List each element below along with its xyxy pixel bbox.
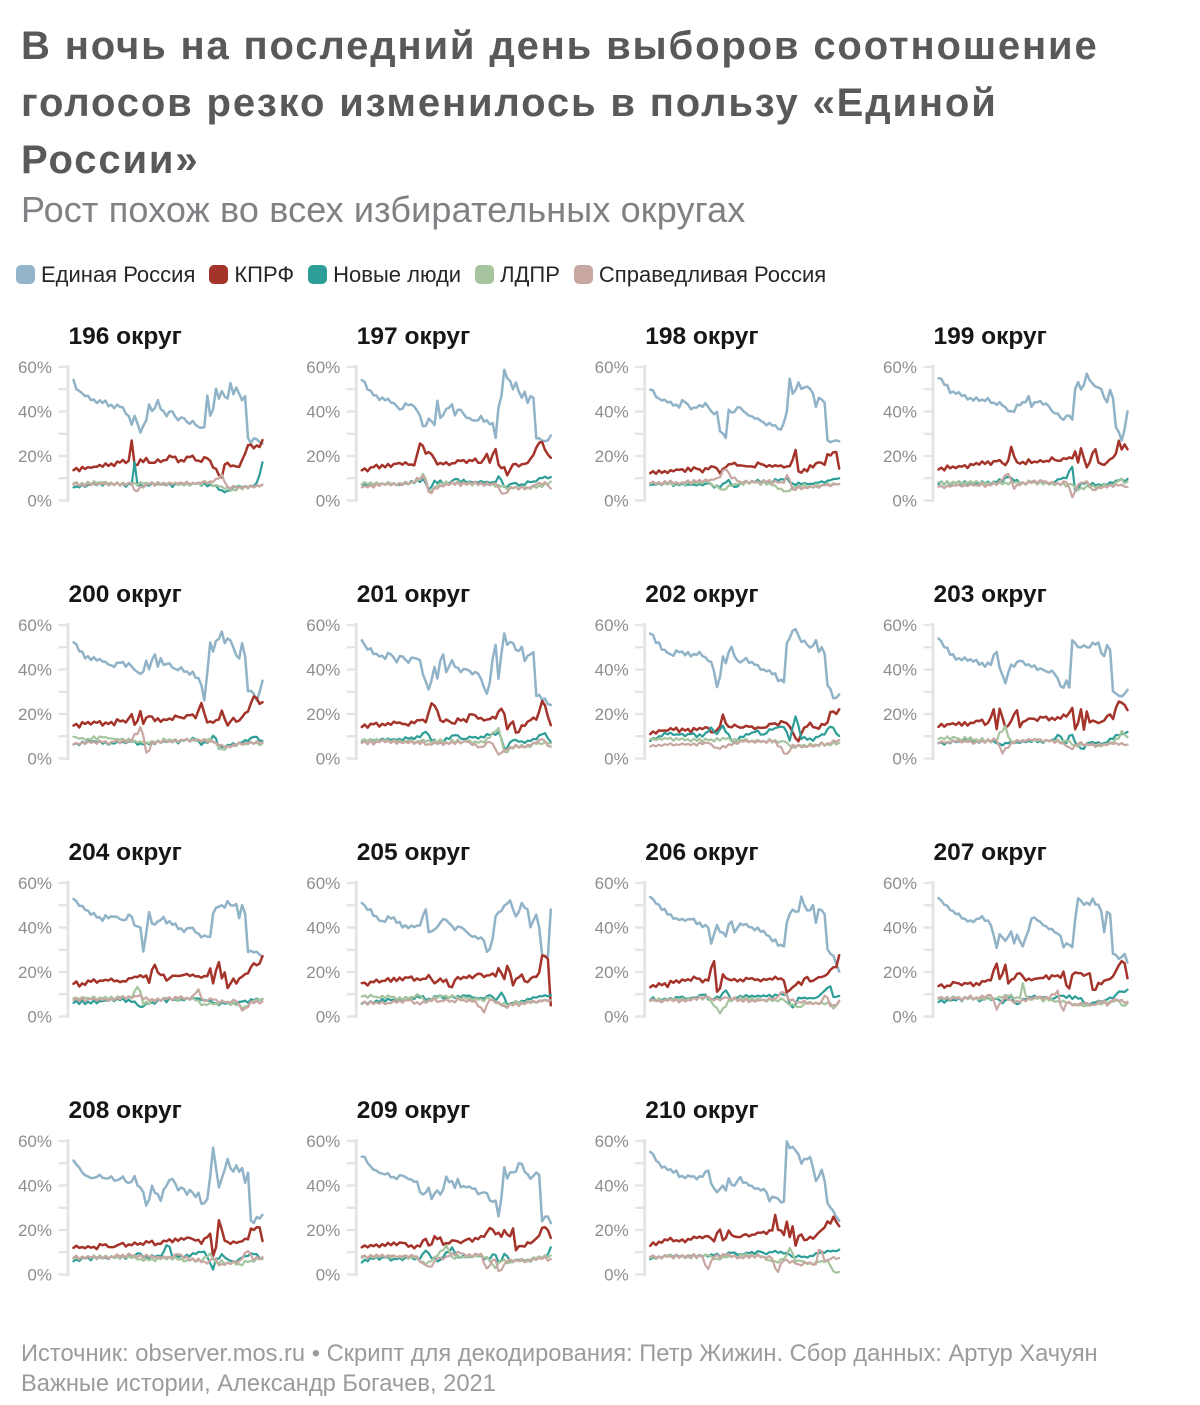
- svg-text:40%: 40%: [883, 661, 917, 680]
- svg-text:210 округ: 210 округ: [645, 1097, 758, 1124]
- svg-text:40%: 40%: [595, 661, 629, 680]
- svg-text:60%: 60%: [595, 616, 629, 635]
- svg-text:201 округ: 201 округ: [357, 581, 470, 608]
- svg-text:60%: 60%: [883, 874, 917, 893]
- svg-text:20%: 20%: [883, 963, 917, 982]
- svg-text:40%: 40%: [18, 661, 52, 680]
- svg-text:60%: 60%: [883, 358, 917, 377]
- svg-text:40%: 40%: [306, 403, 340, 422]
- svg-text:40%: 40%: [18, 919, 52, 938]
- svg-text:197 округ: 197 округ: [357, 323, 470, 350]
- svg-text:20%: 20%: [883, 705, 917, 724]
- svg-text:0%: 0%: [604, 750, 629, 769]
- svg-text:20%: 20%: [595, 447, 629, 466]
- svg-text:0%: 0%: [604, 1008, 629, 1027]
- svg-text:0%: 0%: [604, 492, 629, 511]
- svg-text:0%: 0%: [316, 492, 341, 511]
- svg-text:60%: 60%: [18, 616, 52, 635]
- svg-text:20%: 20%: [595, 705, 629, 724]
- svg-text:0%: 0%: [316, 1266, 341, 1285]
- svg-text:20%: 20%: [306, 1221, 340, 1240]
- svg-text:60%: 60%: [883, 616, 917, 635]
- svg-text:40%: 40%: [306, 919, 340, 938]
- svg-text:40%: 40%: [306, 661, 340, 680]
- svg-text:0%: 0%: [316, 750, 341, 769]
- svg-text:40%: 40%: [18, 1177, 52, 1196]
- svg-text:205 округ: 205 округ: [357, 839, 470, 866]
- svg-text:60%: 60%: [595, 358, 629, 377]
- svg-text:20%: 20%: [306, 705, 340, 724]
- svg-text:40%: 40%: [595, 1177, 629, 1196]
- svg-text:40%: 40%: [18, 403, 52, 422]
- svg-text:0%: 0%: [604, 1266, 629, 1285]
- svg-text:199 округ: 199 округ: [934, 323, 1047, 350]
- svg-text:40%: 40%: [306, 1177, 340, 1196]
- svg-text:60%: 60%: [595, 874, 629, 893]
- svg-text:40%: 40%: [883, 919, 917, 938]
- svg-text:209 округ: 209 округ: [357, 1097, 470, 1124]
- svg-text:208 округ: 208 округ: [69, 1097, 182, 1124]
- svg-text:20%: 20%: [306, 447, 340, 466]
- svg-text:20%: 20%: [595, 1221, 629, 1240]
- svg-text:0%: 0%: [892, 750, 917, 769]
- svg-text:202 округ: 202 округ: [645, 581, 758, 608]
- svg-text:60%: 60%: [18, 358, 52, 377]
- svg-text:200 округ: 200 округ: [69, 581, 182, 608]
- svg-text:20%: 20%: [18, 1221, 52, 1240]
- svg-text:40%: 40%: [595, 403, 629, 422]
- svg-text:20%: 20%: [306, 963, 340, 982]
- svg-text:0%: 0%: [892, 492, 917, 511]
- svg-text:20%: 20%: [18, 705, 52, 724]
- svg-text:40%: 40%: [595, 919, 629, 938]
- svg-text:60%: 60%: [306, 358, 340, 377]
- svg-text:20%: 20%: [18, 963, 52, 982]
- svg-text:204 округ: 204 округ: [69, 839, 182, 866]
- svg-text:0%: 0%: [892, 1008, 917, 1027]
- svg-text:20%: 20%: [18, 447, 52, 466]
- svg-text:20%: 20%: [883, 447, 917, 466]
- svg-text:60%: 60%: [18, 874, 52, 893]
- svg-text:207 округ: 207 округ: [934, 839, 1047, 866]
- svg-text:0%: 0%: [27, 492, 52, 511]
- svg-text:60%: 60%: [306, 616, 340, 635]
- svg-text:0%: 0%: [316, 1008, 341, 1027]
- svg-text:0%: 0%: [27, 1266, 52, 1285]
- svg-text:20%: 20%: [595, 963, 629, 982]
- svg-text:60%: 60%: [18, 1132, 52, 1151]
- svg-text:196 округ: 196 округ: [69, 323, 182, 350]
- svg-text:40%: 40%: [883, 403, 917, 422]
- svg-text:198 округ: 198 округ: [645, 323, 758, 350]
- svg-text:0%: 0%: [27, 1008, 52, 1027]
- svg-text:203 округ: 203 округ: [934, 581, 1047, 608]
- svg-text:60%: 60%: [595, 1132, 629, 1151]
- svg-text:206 округ: 206 округ: [645, 839, 758, 866]
- svg-text:60%: 60%: [306, 874, 340, 893]
- svg-text:0%: 0%: [27, 750, 52, 769]
- svg-text:60%: 60%: [306, 1132, 340, 1151]
